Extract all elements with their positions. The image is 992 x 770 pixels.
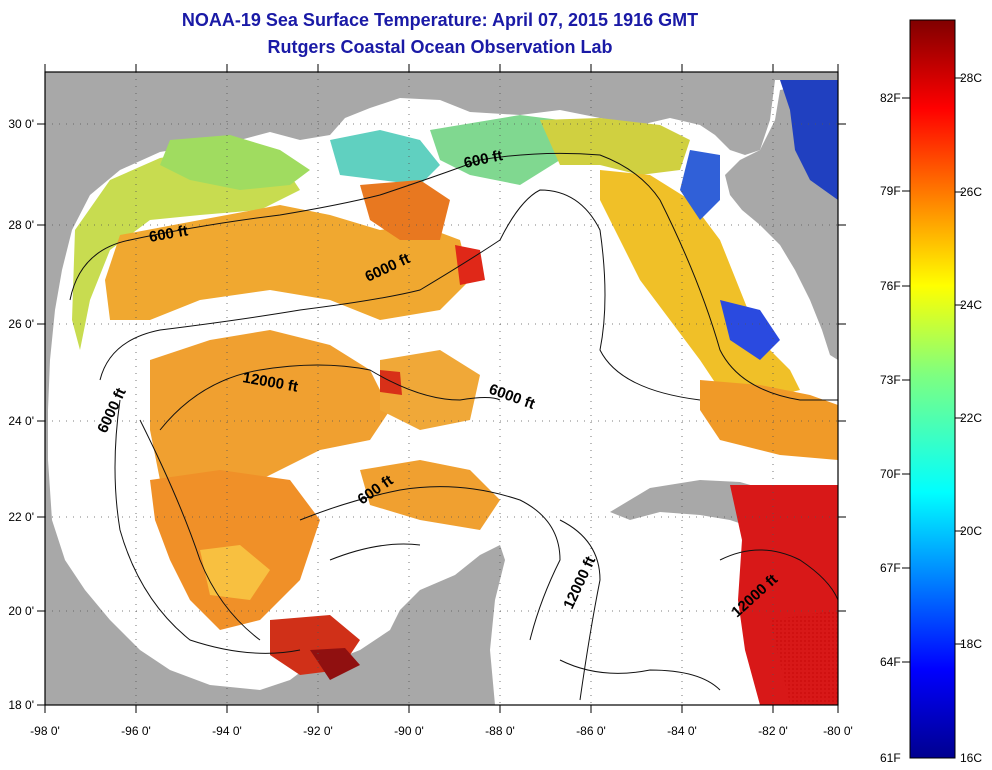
y-tick-label: 20 0' <box>8 604 34 618</box>
colorbar-c-label: 16C <box>960 751 982 765</box>
colorbar-c-label: 24C <box>960 298 982 312</box>
colorbar-f-label: 76F <box>880 279 901 293</box>
x-tick-label: -82 0' <box>758 724 788 738</box>
y-tick-label: 18 0' <box>8 698 34 712</box>
map-title: NOAA-19 Sea Surface Temperature: April 0… <box>181 10 699 30</box>
bathymetry-contours <box>69 152 838 701</box>
y-tick-label: 24 0' <box>8 414 34 428</box>
graticule <box>45 72 838 705</box>
x-tick-label: -90 0' <box>394 724 424 738</box>
x-tick-label: -84 0' <box>667 724 697 738</box>
y-tick-label: 22 0' <box>8 510 34 524</box>
colorbar-c-label: 22C <box>960 411 982 425</box>
x-tick-label: -92 0' <box>303 724 333 738</box>
y-tick-labels: 30 0' 28 0' 26 0' 24 0' 22 0' 20 0' 18 0… <box>8 117 34 712</box>
y-tick-label: 28 0' <box>8 218 34 232</box>
x-tick-label: -88 0' <box>485 724 515 738</box>
colorbar-f-label: 67F <box>880 561 901 575</box>
x-tick-label: -94 0' <box>212 724 242 738</box>
colorbar-c-label: 26C <box>960 185 982 199</box>
x-tick-label: -80 0' <box>823 724 853 738</box>
x-tick-label: -96 0' <box>121 724 151 738</box>
colorbar-c-label: 20C <box>960 524 982 538</box>
colorbar-f-label: 79F <box>880 184 901 198</box>
x-tick-labels: -98 0' -96 0' -94 0' -92 0' -90 0' -88 0… <box>30 724 853 738</box>
y-tick-label: 30 0' <box>8 117 34 131</box>
map-subtitle: Rutgers Coastal Ocean Observation Lab <box>267 37 613 57</box>
y-tick-label: 26 0' <box>8 317 34 331</box>
colorbar-c-label: 18C <box>960 637 982 651</box>
colorbar-f-label: 73F <box>880 373 901 387</box>
colorbar-f-label: 82F <box>880 91 901 105</box>
contour-label: 600 ft <box>148 222 190 246</box>
colorbar-f-label: 64F <box>880 655 901 669</box>
x-tick-label: -98 0' <box>30 724 60 738</box>
colorbar-c-label: 28C <box>960 71 982 85</box>
colorbar-f-label: 61F <box>880 751 901 765</box>
colorbar-labels-fahrenheit: 82F 79F 76F 73F 70F 67F 64F 61F <box>880 91 901 765</box>
colorbar-labels-celsius: 28C 26C 24C 22C 20C 18C 16C <box>960 71 982 765</box>
colorbar <box>909 19 956 759</box>
x-tick-label: -86 0' <box>576 724 606 738</box>
frame-ticks <box>37 64 846 713</box>
colorbar-f-label: 70F <box>880 467 901 481</box>
map-frame <box>44 71 839 706</box>
colorbar-ticks <box>902 77 963 663</box>
